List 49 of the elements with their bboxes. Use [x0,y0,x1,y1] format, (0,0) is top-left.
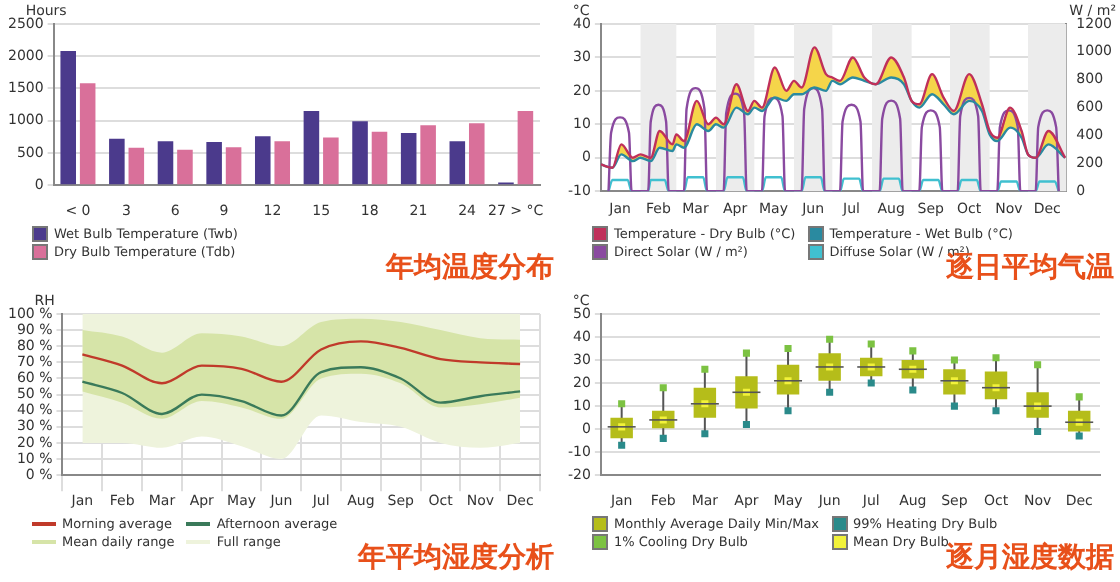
bar [60,51,76,185]
point [618,441,626,449]
point [992,407,1000,415]
point [1075,393,1083,401]
point [784,345,792,353]
point [909,347,917,355]
point [701,365,709,373]
point [1034,361,1042,369]
bar [420,125,436,185]
bar [254,136,271,185]
point [784,407,792,415]
point [1075,432,1083,440]
text: 年平均湿度分析 [358,540,554,576]
point [618,400,626,408]
point [950,356,958,364]
bar [274,141,291,185]
bar [225,147,242,185]
point [659,434,667,442]
bar [517,111,534,185]
point [909,386,917,394]
point [742,421,750,429]
point [659,384,667,392]
bar [371,131,388,185]
bar [468,123,485,185]
text: 逐月湿度数据 [946,541,1114,576]
line-series [607,86,1060,192]
bar [177,149,193,185]
bar [449,141,466,185]
bar [400,132,417,185]
point [950,402,958,410]
line-series [81,340,522,385]
point [826,335,834,343]
bar [206,142,222,185]
bar [109,138,125,185]
point [992,354,1000,362]
point [867,379,875,387]
point [742,349,750,357]
point [826,388,834,396]
text: 年均温度分布 [386,250,554,286]
bar [128,147,145,185]
line-series [81,366,522,417]
bar [352,121,368,185]
point [701,430,709,438]
point [867,340,875,348]
point [1034,427,1042,435]
bar [157,141,174,185]
bar [303,111,320,185]
bar [79,83,96,185]
bar [323,137,339,185]
